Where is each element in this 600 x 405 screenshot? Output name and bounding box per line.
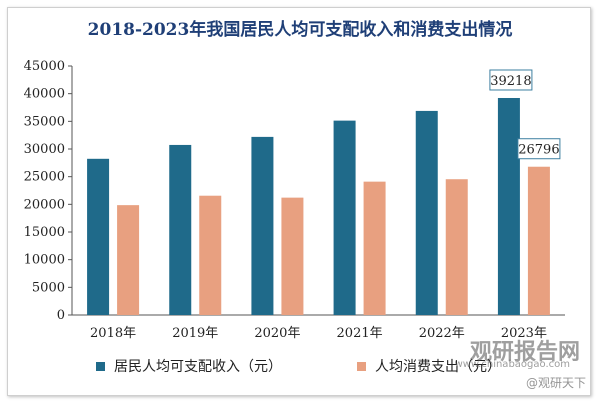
legend-item-income: 居民人均可支配收入（元） bbox=[96, 356, 282, 376]
y-tick-label: 40000 bbox=[24, 87, 65, 102]
y-tick-label: 45000 bbox=[24, 59, 65, 74]
bar-income bbox=[169, 144, 192, 315]
x-tick-label: 2022年 bbox=[419, 326, 465, 341]
bar-income bbox=[333, 120, 356, 316]
data-label: 26796 bbox=[518, 143, 559, 158]
data-label-box bbox=[517, 138, 561, 160]
bar-spending bbox=[199, 195, 222, 315]
bar-spending bbox=[281, 197, 304, 315]
legend-label-income: 居民人均可支配收入（元） bbox=[114, 359, 282, 375]
bar-income bbox=[415, 110, 438, 316]
y-tick-label: 5000 bbox=[32, 280, 65, 295]
bar-spending bbox=[445, 179, 468, 315]
chart-title: 2018-2023年我国居民人均可支配收入和消费支出情况 bbox=[87, 20, 513, 40]
y-tick-label: 10000 bbox=[24, 253, 65, 268]
y-tick-label: 35000 bbox=[24, 114, 65, 129]
bar-spending bbox=[527, 166, 550, 315]
watermark-brand: 观研报告网 bbox=[469, 340, 580, 365]
legend-label-spending: 人均消费支出（元） bbox=[375, 359, 501, 375]
x-tick-label: 2023年 bbox=[501, 326, 547, 341]
bar-income bbox=[497, 97, 520, 315]
bar-income bbox=[87, 158, 110, 315]
x-tick-label: 2021年 bbox=[337, 326, 383, 341]
legend-item-spending: 人均消费支出（元） bbox=[357, 356, 501, 376]
y-tick-label: 0 bbox=[57, 308, 65, 323]
bar-spending bbox=[363, 181, 386, 315]
x-tick-label: 2019年 bbox=[172, 326, 218, 341]
watermark-domain: www.chinabaogao.com bbox=[454, 359, 570, 370]
data-label: 39218 bbox=[490, 74, 531, 89]
bar-income bbox=[251, 136, 274, 315]
watermark-weibo: @观研天下 bbox=[525, 376, 586, 390]
y-tick-label: 30000 bbox=[24, 142, 65, 157]
y-tick-label: 20000 bbox=[24, 197, 65, 212]
legend-swatch-spending bbox=[357, 361, 366, 371]
bar-spending bbox=[117, 205, 140, 315]
data-label-box bbox=[489, 69, 533, 91]
x-tick-label: 2018年 bbox=[90, 326, 136, 341]
x-tick-label: 2020年 bbox=[254, 326, 300, 341]
y-tick-label: 15000 bbox=[24, 225, 65, 240]
y-tick-label: 25000 bbox=[24, 170, 65, 185]
legend-swatch-income bbox=[96, 361, 105, 371]
